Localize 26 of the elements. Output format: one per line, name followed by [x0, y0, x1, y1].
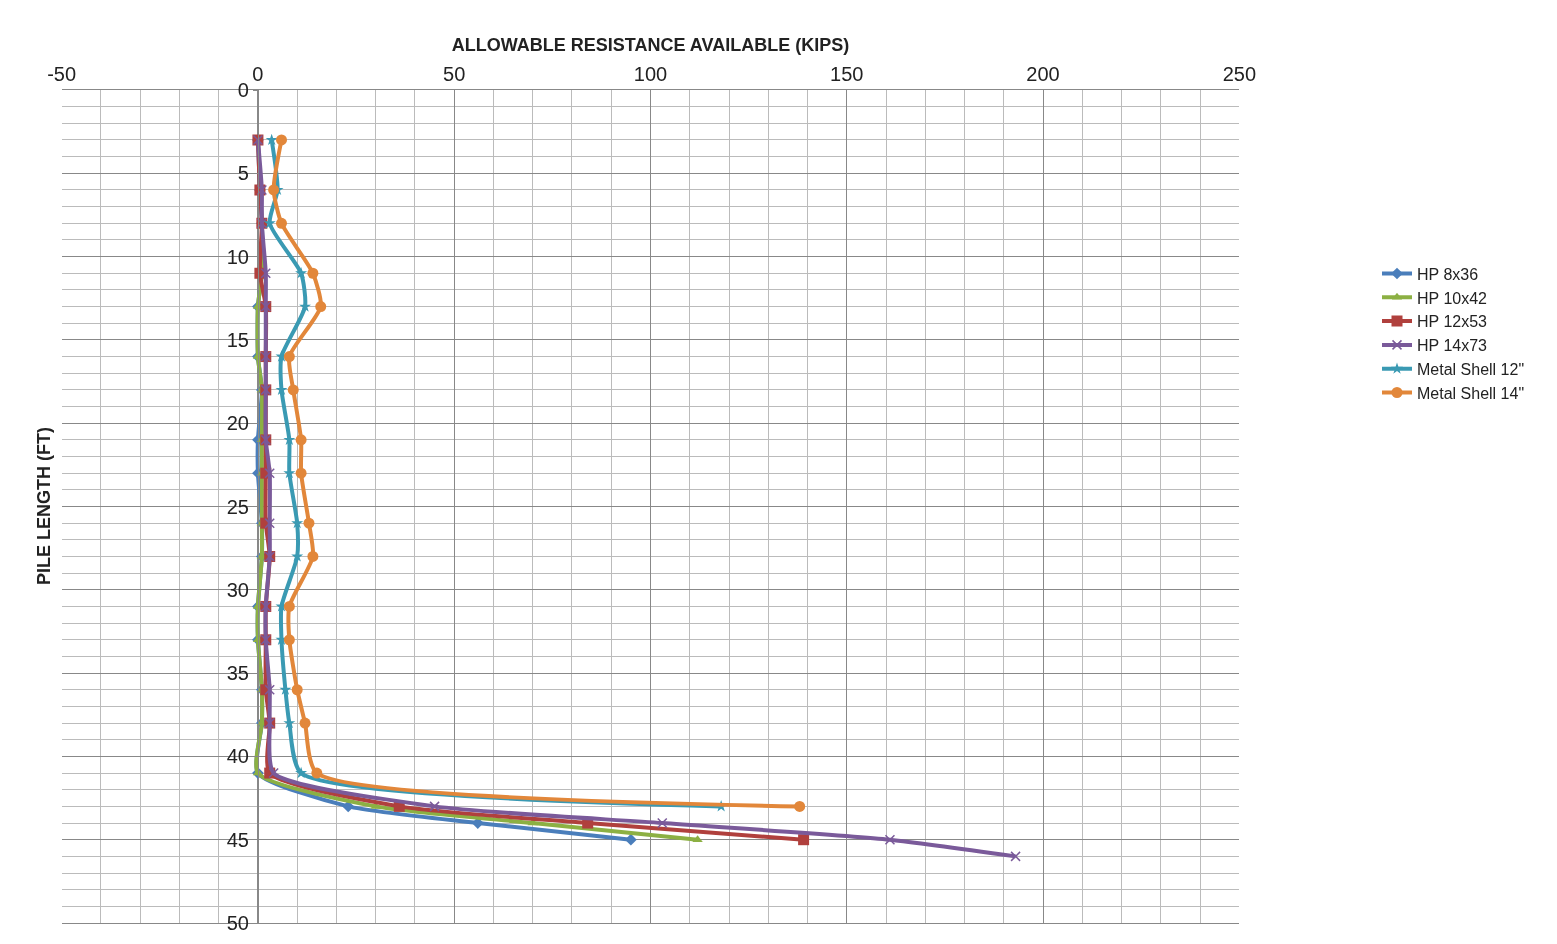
y-tick-label: 35 [226, 662, 249, 685]
x-tick-label: 100 [633, 63, 668, 85]
y-tick-label: 40 [226, 745, 249, 768]
x-tick-label: 250 [1222, 63, 1257, 85]
y-tick-label: 50 [226, 912, 249, 934]
y-tick-label: 30 [226, 578, 249, 601]
legend-label: Metal Shell 14" [1417, 384, 1525, 402]
y-tick-label: 15 [226, 328, 249, 351]
x-tick-label: -50 [47, 63, 77, 85]
x-tick-label: 150 [830, 63, 864, 85]
y-tick-label: 25 [226, 495, 249, 518]
legend-label: HP 8x36 [1417, 265, 1479, 283]
legend-label: HP 14x73 [1417, 337, 1488, 355]
x-axis-title: ALLOWABLE RESISTANCE AVAILABLE (KIPS) [451, 35, 850, 56]
y-tick-label: 5 [237, 162, 249, 185]
legend-label: HP 10x42 [1417, 289, 1488, 307]
legend-label: HP 12x53 [1417, 313, 1488, 331]
y-tick-label: 20 [226, 412, 249, 435]
y-tick-label: 0 [237, 79, 249, 101]
x-tick-label: 200 [1026, 63, 1060, 85]
x-tick-label: 0 [252, 63, 264, 85]
y-tick-label: 10 [226, 245, 249, 268]
legend-label: Metal Shell 12" [1417, 360, 1525, 378]
y-axis-title: PILE LENGTH (FT) [34, 427, 55, 586]
y-tick-label: 45 [226, 828, 249, 851]
x-tick-label: 50 [443, 63, 466, 85]
